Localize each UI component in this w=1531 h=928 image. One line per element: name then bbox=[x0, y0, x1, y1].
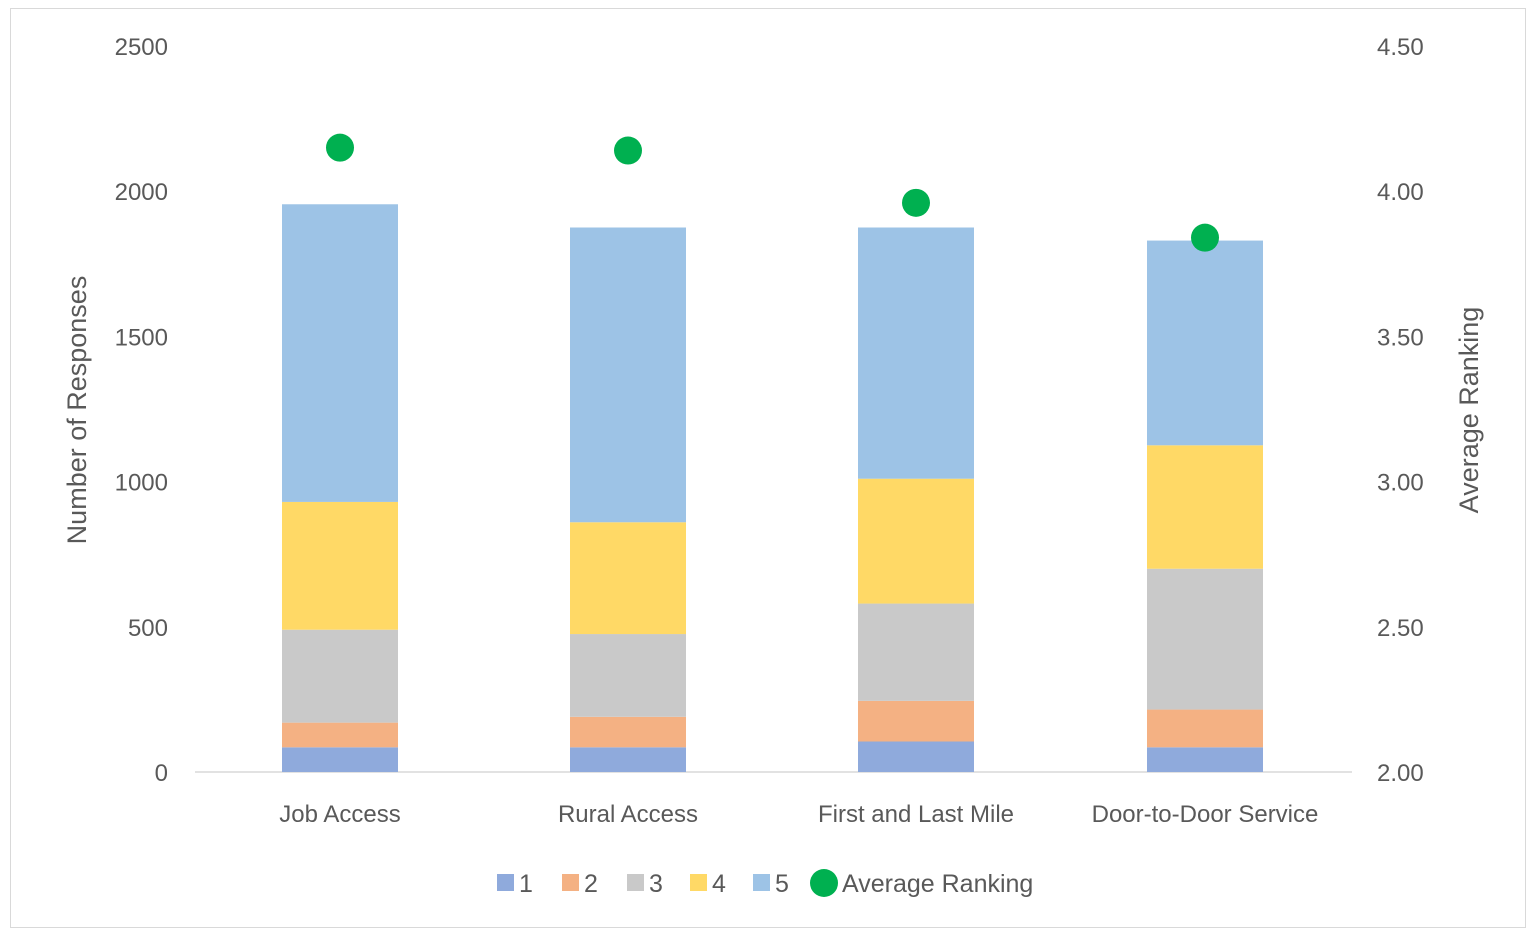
legend-swatch bbox=[497, 874, 514, 891]
legend-label: 1 bbox=[519, 870, 533, 898]
bar-segment bbox=[1147, 445, 1263, 569]
y-axis-title: Number of Responses bbox=[62, 276, 92, 545]
average-ranking-point bbox=[614, 136, 642, 165]
legend-label: 2 bbox=[584, 870, 598, 898]
y-right-tick-label: 2.00 bbox=[1377, 760, 1424, 787]
y-tick-label: 1000 bbox=[115, 470, 168, 497]
legend-marker bbox=[810, 869, 838, 897]
bar-segment bbox=[1147, 240, 1263, 446]
legend-label: Average Ranking bbox=[842, 870, 1033, 898]
legend-label: 3 bbox=[649, 870, 663, 898]
y-right-tick-label: 3.00 bbox=[1377, 470, 1424, 497]
y-right-tick-label: 4.50 bbox=[1377, 34, 1424, 61]
average-ranking-point bbox=[1191, 223, 1219, 252]
legend: 1 2 3 4 5 Average Ranking bbox=[497, 869, 1033, 898]
bar-segment bbox=[570, 227, 686, 523]
y-tick-label: 500 bbox=[128, 615, 168, 642]
bar-segment bbox=[282, 204, 398, 502]
legend-label: 4 bbox=[712, 870, 726, 898]
y-right-tick-label: 2.50 bbox=[1377, 615, 1424, 642]
bar-segment bbox=[570, 522, 686, 635]
x-tick-label: First and Last Mile bbox=[818, 801, 1014, 828]
bars bbox=[282, 204, 1263, 772]
y-tick-label: 2500 bbox=[115, 34, 168, 61]
legend-swatch bbox=[562, 874, 579, 891]
bar-segment bbox=[570, 747, 686, 772]
right-axis-ticks: 2.00 2.50 3.00 3.50 4.00 4.50 bbox=[1377, 34, 1424, 787]
bar-segment bbox=[282, 501, 398, 630]
bar-segment bbox=[570, 634, 686, 717]
legend-swatch bbox=[690, 874, 707, 891]
bar-segment bbox=[1147, 568, 1263, 710]
y-tick-label: 1500 bbox=[115, 324, 168, 351]
left-axis-ticks: 0 500 1000 1500 2000 2500 bbox=[115, 34, 168, 787]
bar-segment bbox=[282, 722, 398, 748]
bar-segment bbox=[1147, 709, 1263, 748]
legend-swatch bbox=[627, 874, 644, 891]
bar-segment bbox=[282, 747, 398, 772]
y-right-tick-label: 4.00 bbox=[1377, 179, 1424, 206]
y-right-tick-label: 3.50 bbox=[1377, 324, 1424, 351]
bar-segment bbox=[858, 700, 974, 742]
bar-segment bbox=[858, 741, 974, 772]
legend-label: 5 bbox=[775, 870, 789, 898]
average-ranking-point bbox=[902, 188, 930, 217]
bar-segment bbox=[1147, 747, 1263, 772]
bar-segment bbox=[858, 478, 974, 604]
y-axis-right-title: Average Ranking bbox=[1454, 307, 1484, 514]
legend-swatch bbox=[753, 874, 770, 891]
average-ranking-point bbox=[326, 133, 354, 162]
bar-segment bbox=[282, 629, 398, 723]
category-labels: Job Access Rural Access First and Last Mil… bbox=[279, 801, 1318, 828]
bar-segment bbox=[858, 227, 974, 479]
bar-segment bbox=[858, 603, 974, 701]
x-tick-label: Rural Access bbox=[558, 801, 698, 828]
y-tick-label: 2000 bbox=[115, 179, 168, 206]
y-tick-label: 0 bbox=[155, 760, 168, 787]
x-tick-label: Door-to-Door Service bbox=[1092, 801, 1319, 828]
average-ranking-markers bbox=[326, 133, 1219, 252]
x-tick-label: Job Access bbox=[279, 801, 400, 828]
bar-segment bbox=[570, 716, 686, 748]
